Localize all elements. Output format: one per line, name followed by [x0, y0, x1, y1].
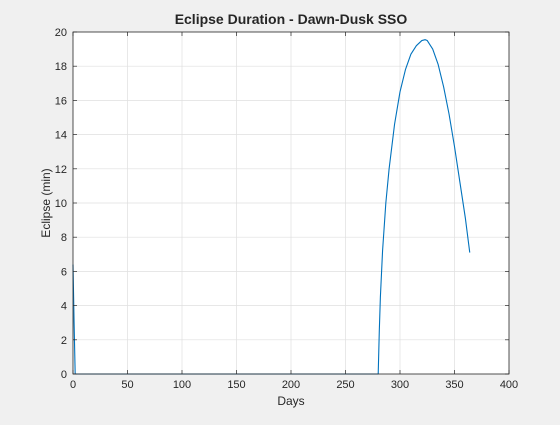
y-tick-label: 12 — [55, 164, 67, 176]
x-tick-label: 100 — [173, 379, 191, 391]
y-tick-label: 16 — [55, 95, 67, 107]
x-tick-label: 400 — [500, 379, 518, 391]
y-tick-label: 20 — [55, 27, 67, 39]
x-tick-label: 250 — [336, 379, 354, 391]
series-layer — [72, 39, 471, 375]
y-tick-label: 18 — [55, 61, 67, 73]
chart-title: Eclipse Duration - Dawn-Dusk SSO — [175, 11, 408, 27]
y-tick-label: 0 — [61, 369, 67, 381]
y-tick-label: 6 — [61, 266, 67, 278]
grid — [73, 32, 509, 374]
y-tick-label: 10 — [55, 198, 67, 210]
y-tick-label: 8 — [61, 232, 67, 244]
y-axis-label: Eclipse (min) — [39, 168, 53, 237]
x-tick-label: 150 — [227, 379, 245, 391]
y-tick-label: 2 — [61, 335, 67, 347]
x-tick-label: 50 — [121, 379, 133, 391]
x-tick-label: 200 — [282, 379, 300, 391]
x-tick-label: 0 — [70, 379, 76, 391]
ticks: 0 50 100 150 200 250 300 350 400 0 2 4 6 8 10 12 14 16 18 2… — [55, 27, 518, 391]
y-tick-label: 14 — [55, 130, 67, 142]
x-axis-label: Days — [277, 394, 304, 408]
x-tick-label: 300 — [391, 379, 409, 391]
series-line-eclipse — [72, 39, 471, 375]
y-tick-label: 4 — [61, 301, 67, 313]
x-tick-label: 350 — [445, 379, 463, 391]
